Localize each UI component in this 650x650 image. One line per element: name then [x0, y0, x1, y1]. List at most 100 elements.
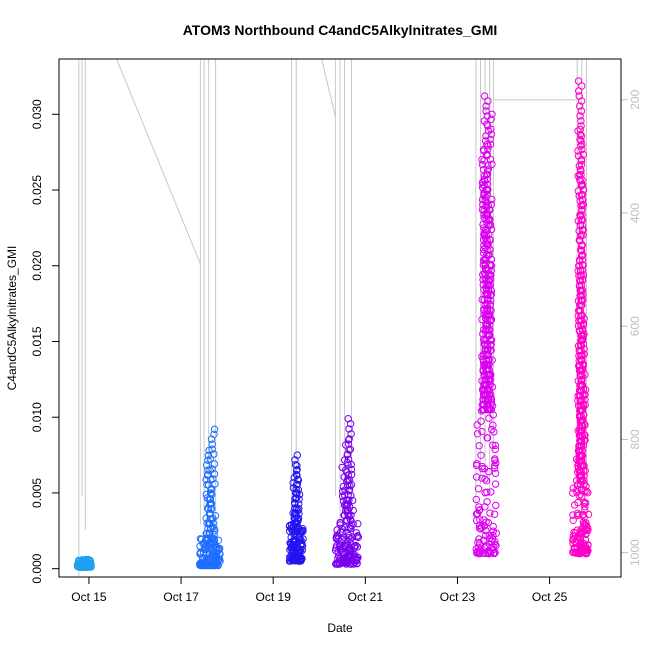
- data-point: [352, 529, 361, 537]
- data-point: [575, 357, 583, 365]
- data-point: [474, 485, 483, 493]
- data-point: [583, 487, 591, 496]
- data-point: [339, 548, 347, 556]
- data-point: [344, 455, 353, 463]
- data-point: [336, 543, 344, 551]
- data-point: [480, 147, 488, 155]
- data-point: [480, 296, 488, 304]
- data-point: [480, 361, 489, 369]
- data-point: [481, 381, 489, 389]
- data-point: [483, 405, 492, 414]
- data-point: [344, 436, 353, 444]
- data-point: [484, 122, 492, 130]
- data-point: [578, 462, 586, 470]
- data-point: [577, 137, 585, 145]
- data-point: [206, 495, 215, 503]
- data-point: [480, 182, 489, 190]
- data-point: [347, 481, 356, 489]
- x-tick-label: Oct 17: [163, 590, 199, 604]
- data-point: [574, 457, 582, 465]
- data-point: [344, 440, 353, 448]
- data-point: [574, 462, 582, 470]
- data-point: [576, 367, 584, 375]
- data-point: [577, 292, 586, 300]
- data-point: [579, 150, 588, 159]
- data-point: [79, 562, 87, 570]
- data-point: [577, 167, 585, 175]
- data-point: [490, 428, 498, 436]
- plot-frame: [58, 58, 622, 578]
- data-point: [577, 212, 585, 220]
- chart-title: ATOM3 Northbound C4andC5Alkylnitrates_GM…: [183, 22, 498, 38]
- data-point: [582, 499, 590, 507]
- data-point: [210, 425, 219, 433]
- data-point: [483, 316, 491, 324]
- data-point: [482, 201, 490, 210]
- y-tick-label: 0.020: [30, 250, 44, 280]
- x-tick-label: Oct 25: [532, 590, 568, 604]
- data-point: [487, 396, 495, 404]
- data-point: [491, 441, 499, 450]
- data-point: [482, 211, 490, 220]
- data-point: [577, 182, 586, 190]
- data-point: [212, 553, 221, 561]
- data-point: [483, 321, 491, 329]
- data-point: [578, 242, 586, 250]
- y-axis-label: C4andC5Alkylnitrates_GMI: [5, 246, 19, 391]
- data-point: [331, 546, 340, 555]
- data-point: [473, 430, 482, 438]
- data-point: [208, 445, 216, 453]
- data-point: [575, 192, 583, 200]
- data-point: [206, 515, 214, 523]
- data-point: [206, 490, 215, 498]
- data-point: [82, 562, 90, 570]
- data-point: [481, 196, 489, 205]
- data-point: [352, 541, 360, 550]
- data-point: [578, 376, 586, 385]
- data-point: [350, 543, 359, 552]
- data-point: [577, 122, 585, 130]
- data-point: [206, 529, 214, 538]
- x-tick-label: Oct 21: [348, 590, 384, 604]
- data-point: [292, 553, 300, 561]
- data-point: [574, 397, 582, 405]
- data-point: [576, 277, 585, 285]
- data-point: [291, 461, 300, 469]
- data-point: [575, 317, 583, 325]
- data-point: [210, 460, 219, 468]
- data-point: [291, 495, 299, 503]
- data-point: [475, 506, 483, 515]
- data-point: [484, 251, 493, 260]
- data-point: [202, 555, 210, 564]
- data-point: [575, 162, 583, 170]
- data-point: [491, 464, 499, 472]
- data-point: [478, 462, 486, 471]
- data-point: [578, 82, 586, 90]
- secondary-tick-label: 400: [628, 203, 642, 223]
- data-point: [345, 486, 354, 494]
- x-tick-label: Oct 23: [440, 590, 476, 604]
- data-point: [202, 461, 211, 469]
- data-point: [476, 546, 484, 554]
- data-point: [578, 252, 586, 260]
- data-point: [349, 560, 358, 568]
- data-point: [481, 301, 489, 309]
- data-point: [489, 441, 497, 449]
- data-point: [206, 455, 215, 463]
- data-point: [484, 167, 492, 175]
- data-point: [484, 127, 493, 135]
- data-point: [578, 382, 586, 390]
- data-point: [576, 237, 584, 245]
- data-point: [482, 102, 490, 110]
- secondary-tick-label: 600: [628, 316, 642, 336]
- data-point: [484, 291, 492, 299]
- data-point: [578, 191, 587, 199]
- data-point: [295, 509, 303, 518]
- data-point: [343, 506, 352, 514]
- data-point: [483, 140, 491, 149]
- data-point: [209, 561, 217, 570]
- data-point: [485, 385, 493, 394]
- data-point: [481, 137, 490, 145]
- data-point: [344, 461, 352, 469]
